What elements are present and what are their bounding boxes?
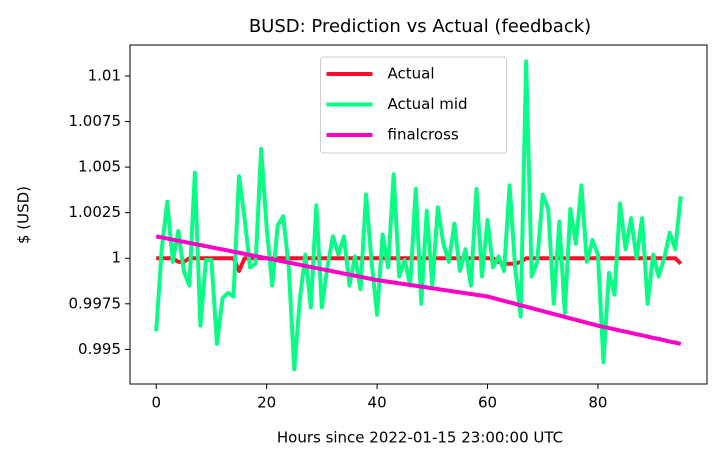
chart-title: BUSD: Prediction vs Actual (feedback) bbox=[249, 16, 591, 37]
x-tick-label: 40 bbox=[368, 394, 387, 412]
y-tick-label: 0.9975 bbox=[69, 294, 122, 312]
x-tick-label: 80 bbox=[588, 394, 607, 412]
legend-box bbox=[320, 56, 507, 154]
y-tick-label: 1.01 bbox=[88, 66, 121, 84]
x-axis-label: Hours since 2022-01-15 23:00:00 UTC bbox=[277, 429, 563, 447]
y-tick-label: 1 bbox=[111, 249, 121, 267]
legend-label: Actual bbox=[388, 65, 435, 83]
x-tick-label: 20 bbox=[257, 394, 276, 412]
plot-frame bbox=[129, 44, 708, 385]
series-line bbox=[155, 234, 682, 346]
y-tick-label: 1.0075 bbox=[69, 112, 122, 130]
y-tick-label: 1.005 bbox=[78, 158, 121, 176]
y-tick-label: 1.0025 bbox=[69, 203, 122, 221]
x-tick-label: 0 bbox=[151, 394, 161, 412]
y-axis-label: $ (USD) bbox=[15, 186, 33, 244]
legend-label: finalcross bbox=[388, 126, 459, 144]
legend-label: Actual mid bbox=[388, 95, 468, 113]
series-line bbox=[154, 59, 683, 372]
x-tick-label: 60 bbox=[478, 394, 497, 412]
y-tick-label: 0.995 bbox=[78, 340, 121, 358]
plot-lines bbox=[154, 59, 683, 372]
